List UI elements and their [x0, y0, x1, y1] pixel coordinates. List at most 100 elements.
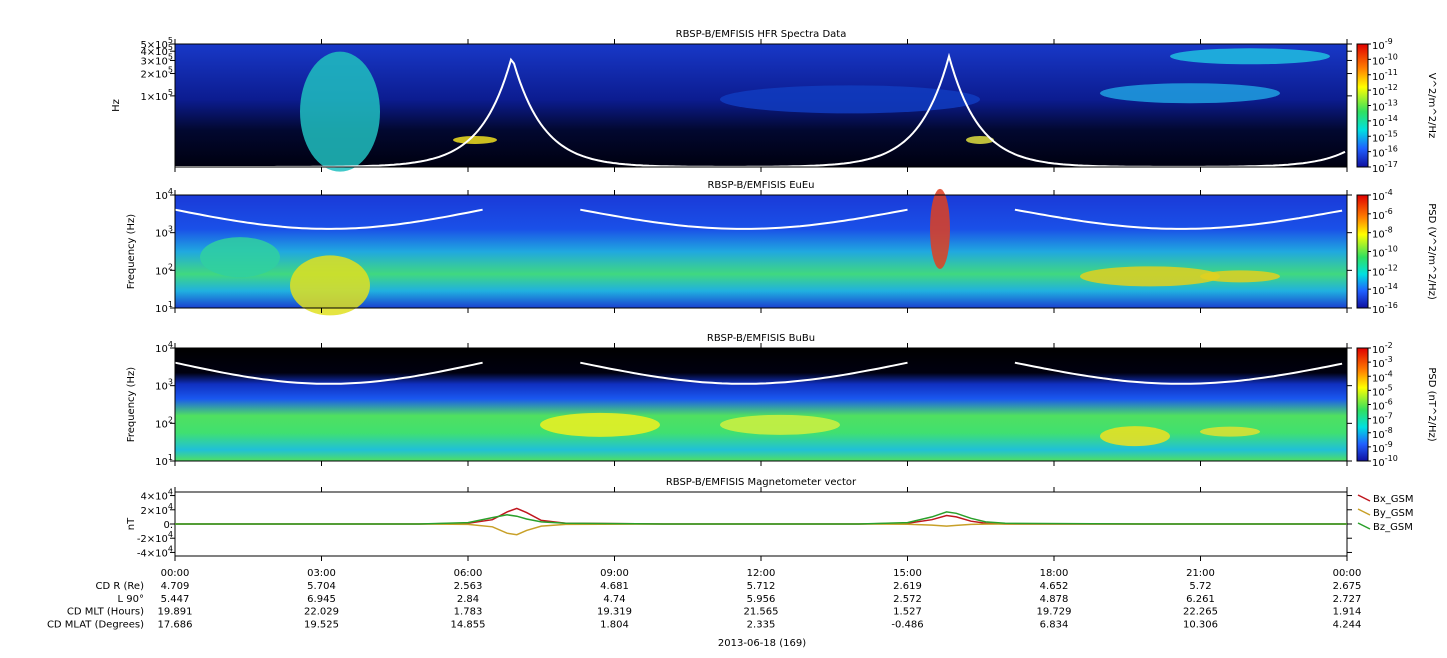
spectrogram-feature — [1100, 83, 1280, 104]
legend-label: Bz_GSM — [1373, 522, 1413, 533]
colorbar-tick-label: 10-9 — [1372, 37, 1393, 53]
ephemeris-value: 5.72 — [1189, 581, 1211, 592]
spectrogram-feature — [1080, 266, 1220, 287]
y-tick-label: 2×105 — [140, 65, 173, 81]
ephemeris-value: 19.525 — [304, 619, 339, 630]
y-tick-label: 103 — [155, 377, 173, 393]
colorbar-tick-label: 10-5 — [1372, 383, 1393, 399]
colorbar-tick-label: 10-16 — [1372, 144, 1398, 160]
model-curve — [174, 361, 1343, 385]
x-tick-label: 18:00 — [1040, 568, 1069, 579]
colorbar-tick-label: 10-2 — [1372, 341, 1393, 357]
colorbar-tick-label: 10-15 — [1372, 129, 1398, 145]
colorbar-tick-label: 10-7 — [1372, 411, 1393, 427]
ephemeris-value: 2.84 — [457, 594, 479, 605]
ephemeris-label: CD MLT (Hours) — [67, 607, 144, 618]
y-axis-label: Hz — [111, 99, 122, 112]
ephemeris-value: 4.74 — [603, 594, 625, 605]
ephemeris-value: 1.804 — [600, 619, 629, 630]
ephemeris-value: 2.335 — [747, 619, 776, 630]
y-tick-label: 5×105 — [140, 36, 173, 52]
colorbar-tick-label: 10-10 — [1372, 52, 1398, 68]
ephemeris-value: 2.727 — [1333, 594, 1362, 605]
ephemeris-value: 2.563 — [454, 581, 483, 592]
colorbar-tick-label: 10-16 — [1372, 301, 1398, 317]
x-tick-label: 09:00 — [600, 568, 629, 579]
colorbar-tick-label: 10-12 — [1372, 263, 1398, 279]
x-tick-label: 00:00 — [161, 568, 190, 579]
spectrogram-feature — [1100, 426, 1170, 447]
y-tick-label: 4×104 — [140, 487, 173, 503]
ephemeris-value: 14.855 — [451, 619, 486, 630]
ephemeris-value: 19.891 — [158, 607, 193, 618]
plot-frame — [174, 194, 1348, 309]
legend-label: Bx_GSM — [1373, 494, 1414, 505]
y-tick-label: 102 — [155, 262, 173, 278]
plot-frame — [174, 43, 1348, 168]
spectrogram-feature — [1200, 270, 1280, 283]
y-tick-label: 3×105 — [140, 52, 173, 68]
colorbar-tick-label: 10-6 — [1372, 397, 1393, 413]
panel-title: RBSP-B/EMFISIS EuEu — [707, 180, 814, 191]
colorbar — [1356, 194, 1369, 309]
colorbar-tick-label: 10-10 — [1372, 244, 1398, 260]
spectrogram-feature — [453, 135, 497, 144]
x-tick-label: 15:00 — [893, 568, 922, 579]
ephemeris-value: 5.704 — [307, 581, 336, 592]
series-line — [175, 507, 1347, 525]
colorbar-tick-label: 10-14 — [1372, 113, 1398, 129]
y-tick-label: 4×105 — [140, 43, 173, 59]
spectrogram-feature — [1200, 426, 1260, 437]
spectrogram-feature — [540, 412, 660, 437]
ephemeris-value: 2.675 — [1333, 581, 1362, 592]
spectrogram-feature — [720, 414, 840, 435]
ephemeris-value: -0.486 — [891, 619, 923, 630]
y-tick-label: 102 — [155, 415, 173, 431]
y-tick-label: 104 — [155, 340, 173, 356]
spectrogram-feature — [300, 51, 380, 172]
ephemeris-label: CD R (Re) — [96, 581, 145, 592]
colorbar-label: V^2/m^2/Hz — [1426, 73, 1437, 139]
y-tick-label: 101 — [155, 453, 173, 469]
colorbar-tick-label: 10-4 — [1372, 369, 1393, 385]
colorbar-tick-label: 10-17 — [1372, 160, 1398, 176]
ephemeris-value: 6.261 — [1186, 594, 1215, 605]
colorbar-tick-label: 10-6 — [1372, 206, 1393, 222]
colorbar-tick-label: 10-12 — [1372, 83, 1398, 99]
legend-swatch — [1357, 522, 1371, 530]
ephemeris-value: 2.572 — [893, 594, 922, 605]
panel-title: RBSP-B/EMFISIS Magnetometer vector — [666, 477, 857, 488]
colorbar-tick-label: 10-10 — [1372, 454, 1398, 470]
ephemeris-value: 6.834 — [1040, 619, 1069, 630]
ephemeris-label: L 90° — [118, 594, 144, 605]
colorbar — [1356, 347, 1369, 462]
spectrogram-feature — [1170, 48, 1330, 65]
y-tick-label: 1×105 — [140, 87, 173, 103]
y-tick-label: 101 — [155, 300, 173, 316]
ephemeris-value: 2.619 — [893, 581, 922, 592]
x-tick-label: 03:00 — [307, 568, 336, 579]
ephemeris-value: 21.565 — [744, 607, 779, 618]
ephemeris-label: CD MLAT (Degrees) — [47, 619, 144, 630]
ephemeris-value: 1.527 — [893, 607, 922, 618]
y-axis-label: Frequency (Hz) — [126, 367, 137, 443]
y-tick-label: -2×104 — [137, 530, 173, 546]
colorbar-tick-label: 10-3 — [1372, 355, 1393, 371]
ephemeris-value: 4.652 — [1040, 581, 1069, 592]
y-tick-label: 103 — [155, 224, 173, 240]
spectrogram-feature — [966, 135, 994, 144]
spectrogram-background — [175, 195, 1347, 308]
ephemeris-value: 1.783 — [454, 607, 483, 618]
ephemeris-value: 6.945 — [307, 594, 336, 605]
x-tick-label: 12:00 — [747, 568, 776, 579]
plot-frame — [174, 347, 1348, 462]
ephemeris-value: 5.447 — [161, 594, 190, 605]
ephemeris-value: 5.956 — [747, 594, 776, 605]
ephemeris-value: 22.265 — [1183, 607, 1218, 618]
colorbar-tick-label: 10-9 — [1372, 439, 1393, 455]
series-line — [175, 511, 1347, 525]
ephemeris-value: 17.686 — [158, 619, 193, 630]
spectrogram-feature — [930, 188, 950, 269]
ephemeris-value: 19.729 — [1037, 607, 1072, 618]
x-tick-label: 06:00 — [454, 568, 483, 579]
